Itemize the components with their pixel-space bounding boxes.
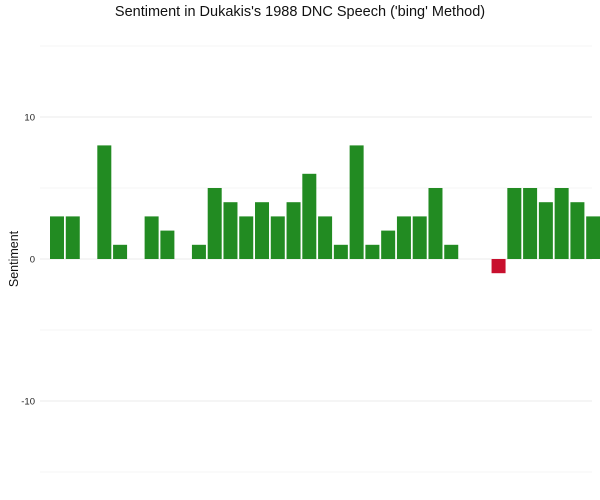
bar <box>302 173 317 259</box>
bar <box>381 230 396 259</box>
bar <box>255 202 270 259</box>
bar <box>207 188 222 259</box>
bar <box>333 244 348 259</box>
bar <box>97 145 112 259</box>
bar <box>365 244 380 259</box>
bar <box>412 216 427 259</box>
bar <box>554 188 569 259</box>
bar <box>349 145 364 259</box>
bar <box>570 202 585 259</box>
bar <box>396 216 411 259</box>
bars <box>50 145 600 274</box>
bar <box>223 202 238 259</box>
bar <box>586 216 600 259</box>
chart-title: Sentiment in Dukakis's 1988 DNC Speech (… <box>114 4 486 20</box>
y-tick-labels: -10 0 10 <box>21 113 35 408</box>
bar <box>523 188 538 259</box>
bar <box>270 216 285 259</box>
y-tick-label: -10 <box>21 397 35 408</box>
bar <box>160 230 175 259</box>
bar <box>507 188 522 259</box>
bar <box>318 216 333 259</box>
bar <box>491 259 506 274</box>
bar <box>239 216 254 259</box>
y-tick-label: 10 <box>24 113 35 124</box>
bar <box>50 216 64 259</box>
bar <box>65 216 80 259</box>
bar <box>144 216 159 259</box>
bar <box>444 244 459 259</box>
bar <box>428 188 443 259</box>
bar <box>113 244 128 259</box>
bar <box>286 202 301 259</box>
y-tick-label: 0 <box>30 255 35 266</box>
bar <box>538 202 553 259</box>
bar <box>191 244 206 259</box>
